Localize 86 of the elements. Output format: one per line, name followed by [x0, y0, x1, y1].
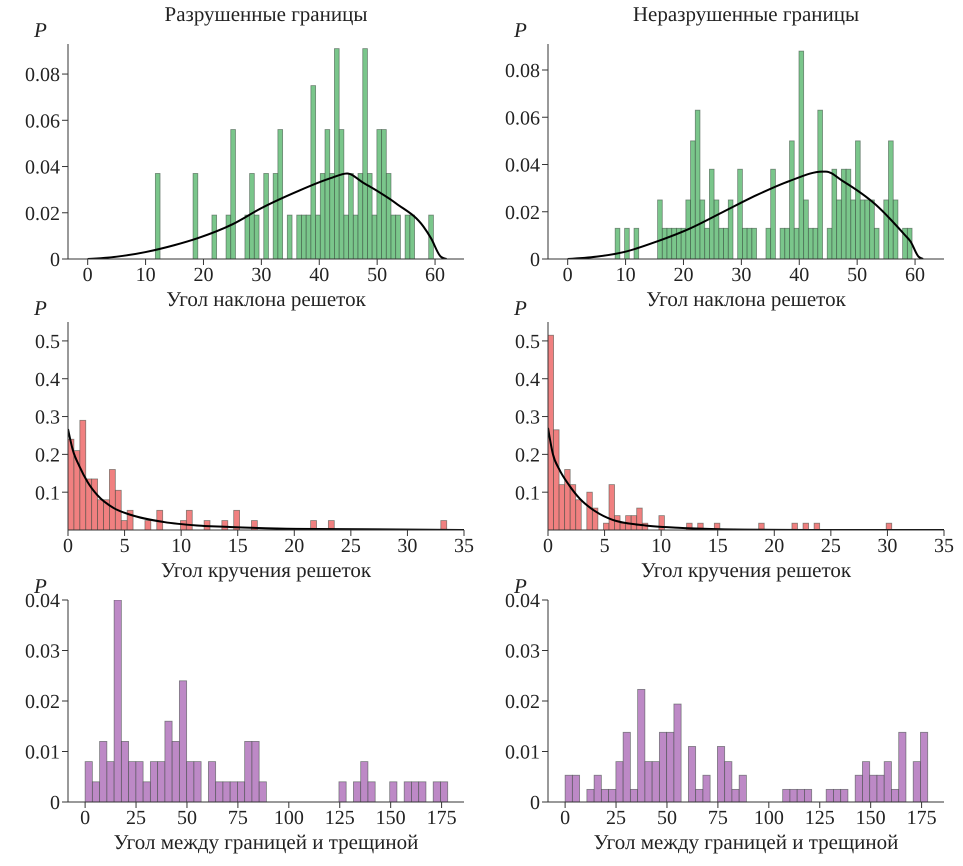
x-tick-label: 75 [228, 807, 248, 830]
y-tick-label: 0.03 [25, 640, 60, 663]
x-tick-label: 10 [651, 535, 672, 558]
y-tick-label: 0 [530, 792, 540, 814]
x-tick-label: 10 [136, 264, 156, 286]
chart-title: Неразрушенные границы [632, 2, 860, 27]
x-tick-label: 50 [367, 264, 388, 286]
x-tick-label: 35 [934, 535, 954, 558]
y-tick-label: 0.1 [35, 482, 60, 504]
x-tick-label: 20 [764, 535, 784, 558]
y-tick-label: 0.01 [505, 742, 540, 764]
x-tick-label: 40 [789, 264, 810, 286]
chart-title: Разрушенные границы [164, 2, 368, 27]
x-tick-label: 60 [425, 264, 446, 286]
y-axis-title: P [514, 296, 527, 321]
x-tick-label: 0 [82, 264, 93, 286]
y-axis-title: P [34, 18, 47, 43]
x-tick-label: 25 [340, 535, 361, 558]
y-tick-label: 0.06 [505, 107, 540, 130]
x-axis-title: Угол кручения решеток [160, 558, 372, 582]
y-tick-label: 0.2 [35, 444, 60, 466]
y-tick-label: 0.02 [505, 202, 540, 224]
x-tick-label: 10 [171, 535, 192, 558]
y-tick-label: 0.5 [515, 331, 540, 354]
x-tick-label: 40 [309, 264, 330, 286]
x-tick-label: 25 [820, 535, 841, 558]
y-tick-label: 0 [50, 792, 60, 814]
x-tick-label: 20 [673, 264, 694, 286]
x-axis-title: Угол наклона решеток [646, 287, 846, 311]
x-tick-label: 125 [324, 807, 355, 830]
line-series [86, 172, 448, 259]
x-tick-label: 175 [906, 807, 937, 830]
x-tick-label: 175 [426, 807, 457, 830]
y-tick-label: 0.02 [25, 202, 60, 225]
y-tick-label: 0 [50, 249, 60, 272]
x-tick-label: 50 [656, 807, 677, 830]
y-tick-label: 0.01 [25, 742, 60, 764]
x-tick-label: 150 [376, 807, 406, 830]
y-tick-label: 0.03 [505, 640, 540, 663]
x-tick-label: 25 [606, 807, 626, 830]
x-tick-label: 50 [847, 264, 868, 286]
x-tick-label: 0 [560, 807, 570, 830]
y-tick-label: 0.08 [25, 64, 60, 86]
x-axis-title: Угол между границей и трещиной [112, 830, 420, 855]
y-tick-label: 0.3 [515, 406, 540, 429]
x-tick-label: 15 [228, 535, 248, 558]
y-tick-label: 0.04 [25, 156, 60, 179]
x-tick-label: 75 [708, 807, 728, 830]
x-tick-label: 50 [176, 807, 197, 830]
x-tick-label: 125 [804, 807, 835, 830]
x-tick-label: 20 [193, 264, 214, 286]
y-tick-label: 0.1 [515, 482, 540, 504]
y-tick-label: 0.5 [35, 331, 60, 354]
x-tick-label: 5 [120, 535, 130, 558]
y-tick-label: 0.3 [35, 406, 60, 429]
x-tick-label: 60 [905, 264, 926, 286]
line-series [566, 170, 924, 259]
x-axis-title: Угол между границей и трещиной [592, 830, 900, 855]
x-tick-label: 30 [877, 535, 898, 558]
x-tick-label: 20 [284, 535, 304, 558]
x-tick-label: 35 [454, 535, 474, 558]
y-tick-label: 0.08 [505, 60, 540, 82]
x-tick-label: 30 [251, 264, 272, 286]
y-tick-label: 0.2 [515, 444, 540, 466]
y-tick-label: 0.06 [25, 110, 60, 132]
y-tick-label: 0.04 [505, 154, 540, 177]
x-tick-label: 0 [80, 807, 90, 830]
x-tick-label: 30 [731, 264, 752, 286]
y-tick-label: 0.02 [25, 691, 60, 714]
x-tick-label: 15 [708, 535, 728, 558]
x-tick-label: 100 [754, 807, 784, 830]
x-tick-label: 30 [397, 535, 418, 558]
x-tick-label: 150 [856, 807, 886, 830]
x-tick-label: 5 [600, 535, 610, 558]
y-tick-label: 0.4 [35, 368, 60, 391]
x-tick-label: 10 [616, 264, 636, 286]
y-axis-title: P [34, 296, 47, 321]
x-tick-label: 25 [126, 807, 146, 830]
x-tick-label: 0 [562, 264, 573, 286]
y-tick-label: 0 [530, 249, 540, 272]
y-tick-label: 0.4 [515, 368, 540, 391]
x-axis-title: Угол кручения решеток [640, 558, 852, 582]
x-axis-title: Угол наклона решеток [166, 287, 366, 311]
y-axis-title: P [514, 18, 527, 43]
x-tick-label: 100 [274, 807, 304, 830]
y-tick-label: 0.02 [505, 691, 540, 714]
